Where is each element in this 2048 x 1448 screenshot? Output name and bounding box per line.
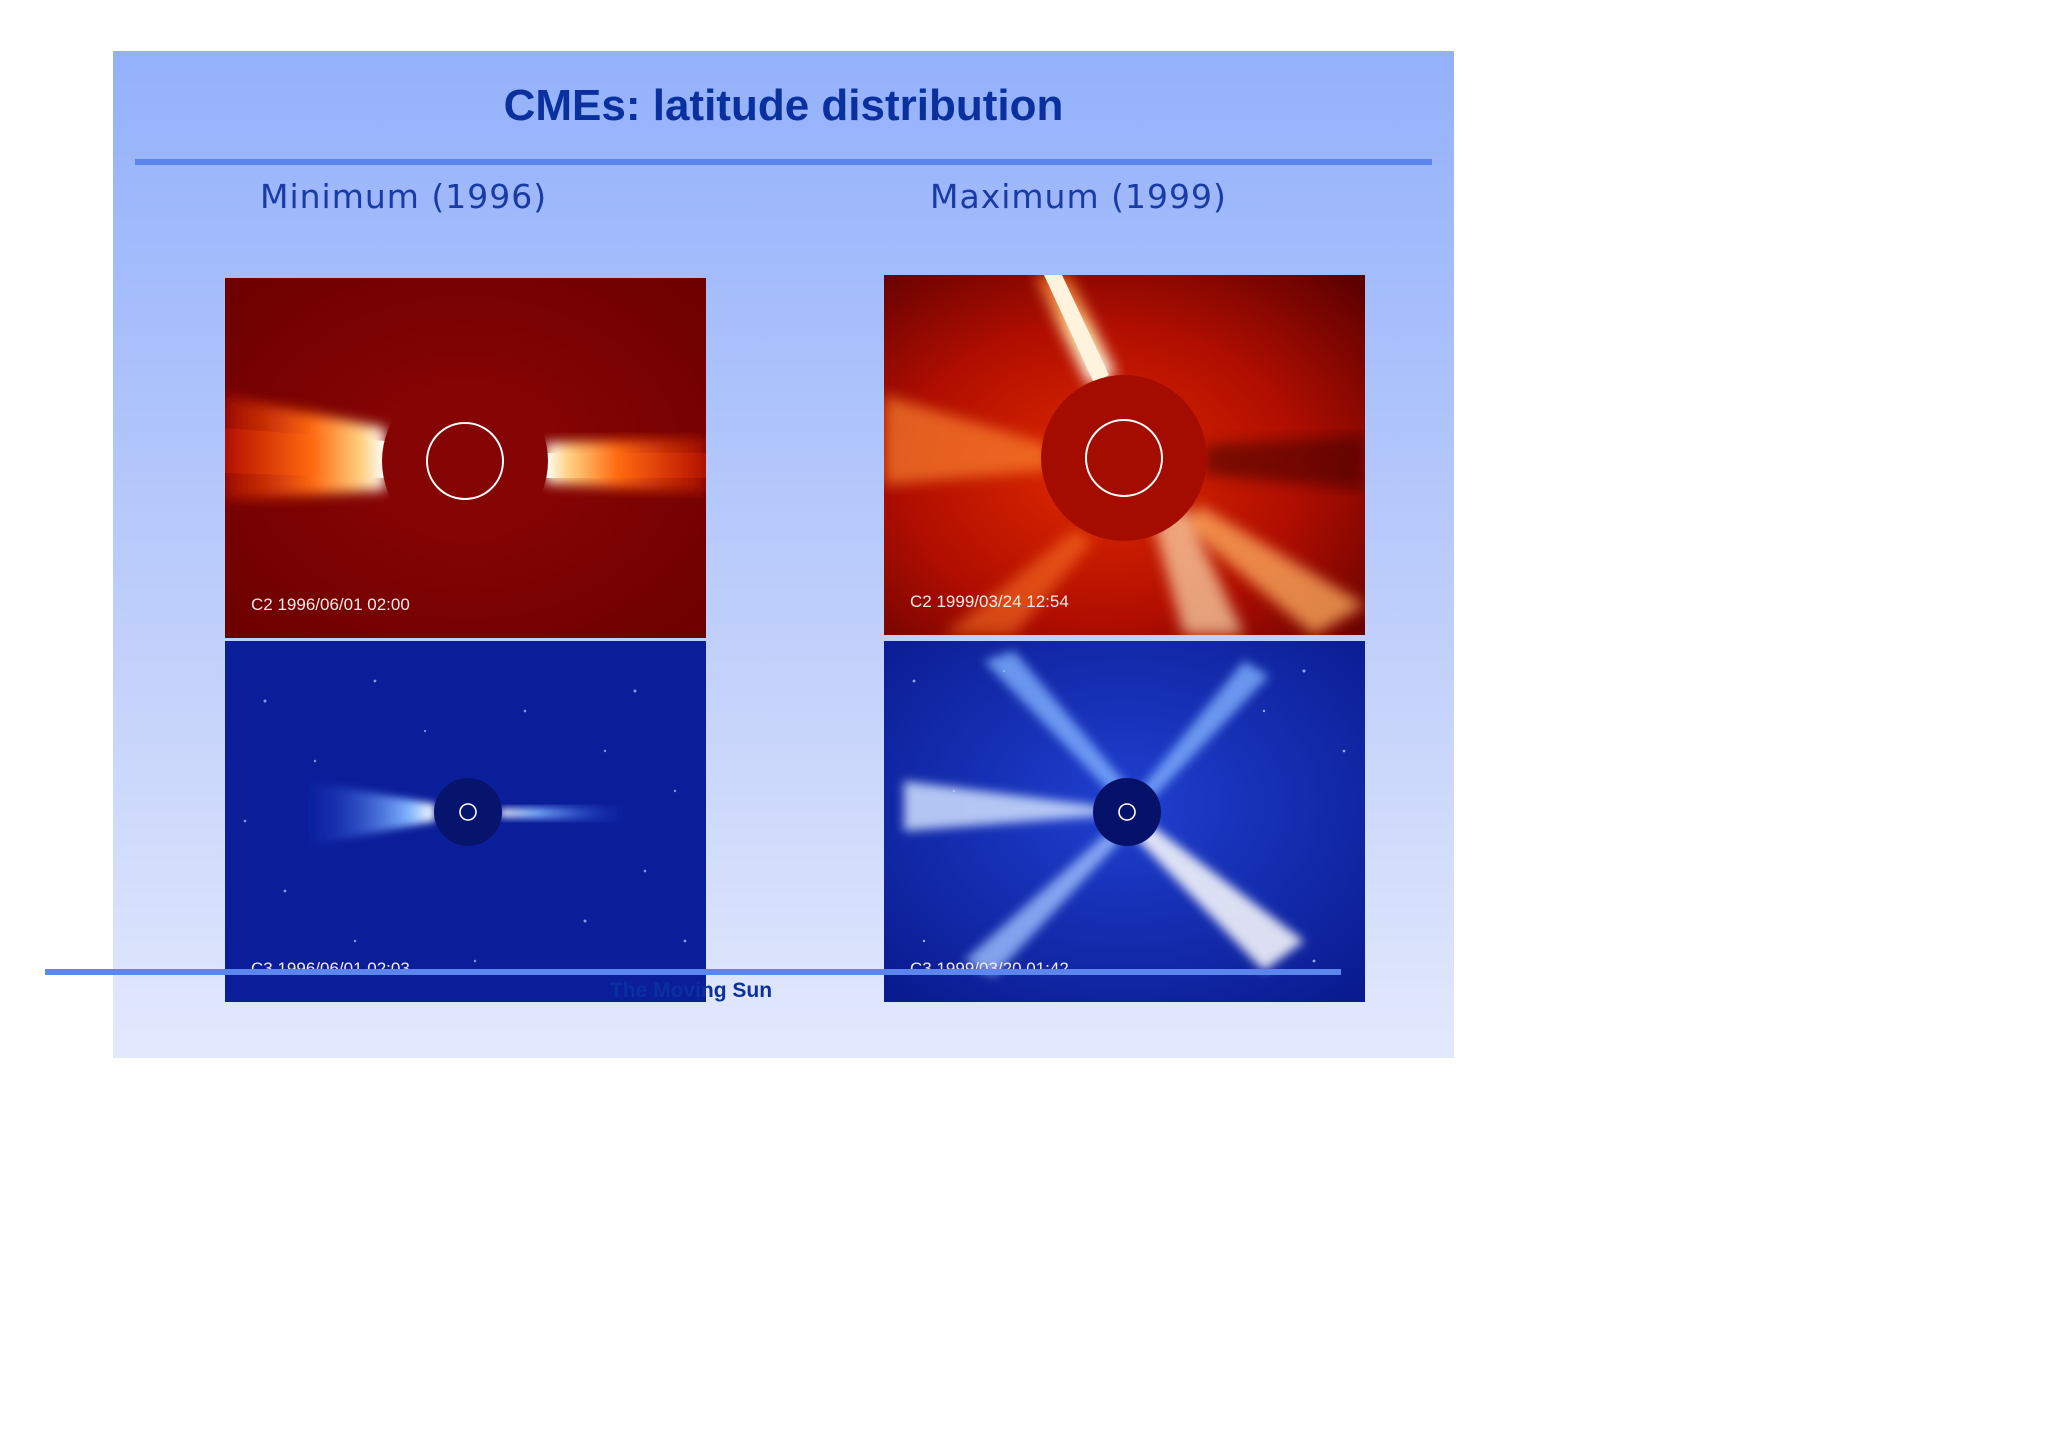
slide: CMEs: latitude distribution Minimum (199… (113, 51, 1454, 1058)
heading-maximum: Maximum (1999) (930, 177, 1227, 216)
lasco-c2-image-1996: C2 1996/06/01 02:00 (225, 278, 706, 638)
image-timestamp: C2 1999/03/24 12:54 (910, 592, 1069, 611)
slide-title: CMEs: latitude distribution (503, 81, 1064, 130)
image-timestamp: C2 1996/06/01 02:00 (251, 595, 410, 614)
coronagraph-c2-minimum (225, 278, 706, 638)
lasco-c3-image-1999: C3 1999/03/20 01:42 (884, 641, 1365, 1002)
coronagraph-c3-minimum (225, 641, 706, 1002)
title-divider (135, 159, 1432, 165)
footer-text: The Moving Sun (609, 979, 773, 1002)
heading-minimum: Minimum (1996) (260, 177, 548, 216)
footer-divider (45, 969, 1341, 975)
coronagraph-c2-maximum (884, 275, 1365, 635)
lasco-c2-image-1999: C2 1999/03/24 12:54 (884, 275, 1365, 635)
lasco-c3-image-1996: C3 1996/06/01 02:03 (225, 641, 706, 1002)
coronagraph-c3-maximum (884, 641, 1365, 1002)
page: CMEs: latitude distribution Minimum (199… (45, 51, 1454, 1058)
